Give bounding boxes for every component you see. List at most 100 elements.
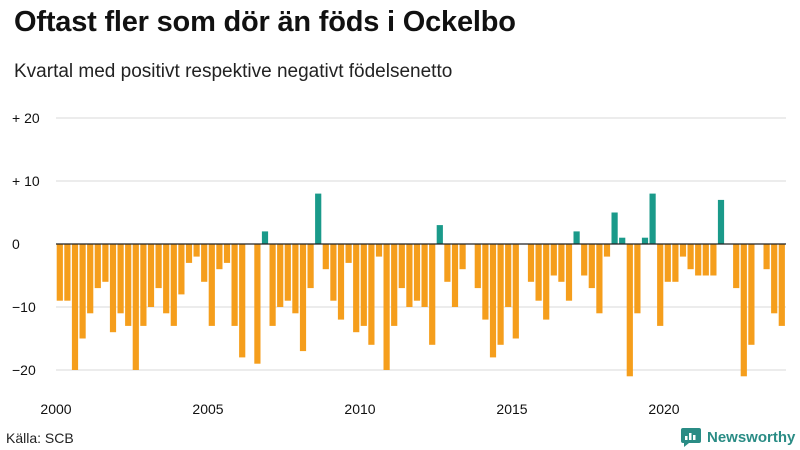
bar-2007-q2: 2007 kv2: -10 xyxy=(277,244,284,307)
bar-2018-q2: 2018 kv2: 5 xyxy=(611,212,618,244)
x-tick-label: 2010 xyxy=(344,401,375,417)
bar-2002-q4: 2002 kv4: -13 xyxy=(140,244,147,326)
bar-2020-q4: 2020 kv4: -4 xyxy=(687,244,694,270)
bar-2016-q4: 2016 kv4: -9 xyxy=(565,244,573,301)
bar-2009-q3: 2009 kv3: -3 xyxy=(345,244,352,263)
bar-2021-q4: 2021 kv4: 7 xyxy=(717,199,725,244)
bar-2015-q1: 2015 kv1: -15 xyxy=(512,244,519,339)
bar-2003-q1: 2003 kv1: -10 xyxy=(147,244,155,307)
bar-2009-q2: 2009 kv2: -12 xyxy=(337,244,345,320)
bar-2002-q1: 2002 kv1: -11 xyxy=(117,244,124,314)
x-tick-label: 2015 xyxy=(496,401,527,417)
bar-2017-q3: 2017 kv3: -7 xyxy=(588,244,595,289)
bar-2002-q3: 2002 kv3: -20 xyxy=(132,244,139,370)
bar-2019-q4: 2019 kv4: -13 xyxy=(657,244,664,326)
bar-2004-q4: 2004 kv4: -6 xyxy=(201,244,208,282)
bar-2004-q3: 2004 kv3: -2 xyxy=(193,244,200,257)
bar-2011-q4: 2011 kv4: -9 xyxy=(413,244,421,301)
bar-2005-q4: 2005 kv4: -13 xyxy=(231,244,238,326)
bar-2005-q2: 2005 kv2: -4 xyxy=(216,244,223,270)
bar-2018-q1: 2018 kv1: -2 xyxy=(603,244,611,257)
bar-chart: 2000 kv1: -92000 kv2: -92000 kv3: -20 200… xyxy=(12,110,786,417)
brand-logo[interactable]: Newsworthy xyxy=(680,424,795,450)
bar-2012-q1: 2012 kv1: -10 xyxy=(421,244,428,307)
y-tick-label: + 10 xyxy=(12,173,40,189)
bar-2007-q3: 2007 kv3: -9 xyxy=(284,244,291,301)
bar-2009-q1: 2009 kv1: -9 xyxy=(330,244,337,301)
chart-bubble-icon xyxy=(681,428,701,447)
bar-2020-q3: 2020 kv3: -2 xyxy=(679,244,687,257)
bar-2021-q1: 2021 kv1: -5 xyxy=(695,244,702,276)
bar-2003-q3: 2003 kv3: -11 xyxy=(163,244,170,314)
brand-name: Newsworthy xyxy=(707,428,796,446)
bar-2001-q4: 2001 kv4: -14 xyxy=(109,244,117,333)
bar-2016-q1: 2016 kv1: -12 xyxy=(543,244,550,320)
bar-2011-q1: 2011 kv1: -13 xyxy=(391,244,398,326)
x-tick-label: 2020 xyxy=(648,401,679,417)
bar-2019-q3: 2019 kv3: 8 xyxy=(649,193,656,244)
bar-2002-q2: 2002 kv2: -13 xyxy=(125,244,132,326)
bar-2014-q1: 2014 kv1: -12 xyxy=(482,244,489,320)
bar-2003-q2: 2003 kv2: -7 xyxy=(155,244,162,289)
chart-title: Oftast fler som dör än föds i Ockelbo xyxy=(14,6,516,38)
bar-2021-q2: 2021 kv2: -5 xyxy=(702,244,709,276)
chart-subtitle: Kvartal med positivt respektive negativt… xyxy=(14,61,453,82)
y-tick-label: + 20 xyxy=(12,110,40,126)
bar-2022-q4: 2022 kv4: -16 xyxy=(748,244,755,345)
axis-labels: + 20 + 10 0 −10 −20 2000 2005 2010 2015 2020 xyxy=(12,110,680,417)
bars: 2000 kv1: -92000 kv2: -92000 kv3: -20 200… xyxy=(56,193,785,377)
bar-2010-q2: 2010 kv2: -16 xyxy=(368,244,375,345)
bar-2003-q4: 2003 kv4: -13 xyxy=(170,244,177,326)
bar-2017-q4: 2017 kv4: -11 xyxy=(596,244,603,314)
bar-2017-q2: 2017 kv2: -5 xyxy=(581,244,588,276)
bar-2020-q2: 2020 kv2: -6 xyxy=(672,244,679,282)
bar-2006-q4: 2006 kv4: 2 xyxy=(261,231,269,244)
bar-2000-q3: 2000 kv3: -20 xyxy=(71,244,79,370)
bar-2008-q1: 2008 kv1: -17 xyxy=(299,244,307,352)
bar-2001-q1: 2001 kv1: -11 xyxy=(87,244,94,314)
bar-2001-q2: 2001 kv2: -7 xyxy=(94,244,101,289)
bar-2011-q2: 2011 kv2: -7 xyxy=(398,244,405,289)
bar-2000-q1: 2000 kv1: -9 xyxy=(56,244,63,301)
bar-2013-q4: 2013 kv4: -7 xyxy=(474,244,481,289)
y-tick-label: −10 xyxy=(12,299,36,315)
bar-2007-q4: 2007 kv4: -11 xyxy=(292,244,299,314)
bar-2008-q2: 2008 kv2: -7 xyxy=(307,244,314,289)
bar-2000-q2: 2000 kv2: -9 xyxy=(64,244,71,301)
bar-2008-q4: 2008 kv4: -4 xyxy=(322,244,329,270)
bar-2001-q3: 2001 kv3: -6 xyxy=(102,244,109,282)
bar-2016-q3: 2016 kv3: -6 xyxy=(558,244,565,282)
grid-lines xyxy=(56,117,786,371)
x-tick-label: 2000 xyxy=(40,401,71,417)
bar-2004-q1: 2004 kv1: -8 xyxy=(178,244,185,295)
bar-2019-q1: 2019 kv1: -11 xyxy=(634,244,641,314)
bar-2013-q2: 2013 kv2: -4 xyxy=(459,244,466,270)
bar-2010-q3: 2010 kv3: -2 xyxy=(375,244,383,257)
bar-2011-q3: 2011 kv3: -10 xyxy=(406,244,413,307)
bar-2017-q1: 2017 kv1: 2 xyxy=(573,231,580,244)
bar-2023-q3: 2023 kv3: -11 xyxy=(771,244,778,314)
bar-2012-q4: 2012 kv4: -6 xyxy=(444,244,451,282)
bar-2019-q2: 2019 kv2: 1 xyxy=(641,237,649,244)
bar-2004-q2: 2004 kv2: -3 xyxy=(185,244,193,263)
bar-2022-q2: 2022 kv2: -7 xyxy=(733,244,740,289)
bar-2015-q3: 2015 kv3: -6 xyxy=(527,244,535,282)
y-tick-label: 0 xyxy=(12,236,20,252)
source-note: Källa: SCB xyxy=(6,430,74,446)
bar-2006-q1: 2006 kv1: -18 xyxy=(239,244,246,358)
bar-2022-q3: 2022 kv3: -21 xyxy=(740,244,747,377)
bar-2007-q1: 2007 kv1: -13 xyxy=(269,244,276,326)
bar-2014-q4: 2014 kv4: -10 xyxy=(505,244,512,307)
bar-2015-q4: 2015 kv4: -9 xyxy=(535,244,542,301)
bar-2012-q3: 2012 kv3: 3 xyxy=(436,225,443,244)
bar-2023-q2: 2023 kv2: -4 xyxy=(763,244,770,270)
bar-2020-q1: 2020 kv1: -6 xyxy=(664,244,671,282)
bar-2023-q4: 2023 kv4: -13 xyxy=(778,244,785,326)
x-tick-label: 2005 xyxy=(192,401,223,417)
bar-2013-q1: 2013 kv1: -10 xyxy=(451,244,459,307)
bar-2005-q1: 2005 kv1: -13 xyxy=(208,244,215,326)
y-tick-label: −20 xyxy=(12,362,36,378)
bar-2014-q3: 2014 kv3: -16 xyxy=(497,244,504,345)
bar-2005-q3: 2005 kv3: -3 xyxy=(223,244,231,263)
bar-2018-q3: 2018 kv3: 1 xyxy=(619,237,626,244)
